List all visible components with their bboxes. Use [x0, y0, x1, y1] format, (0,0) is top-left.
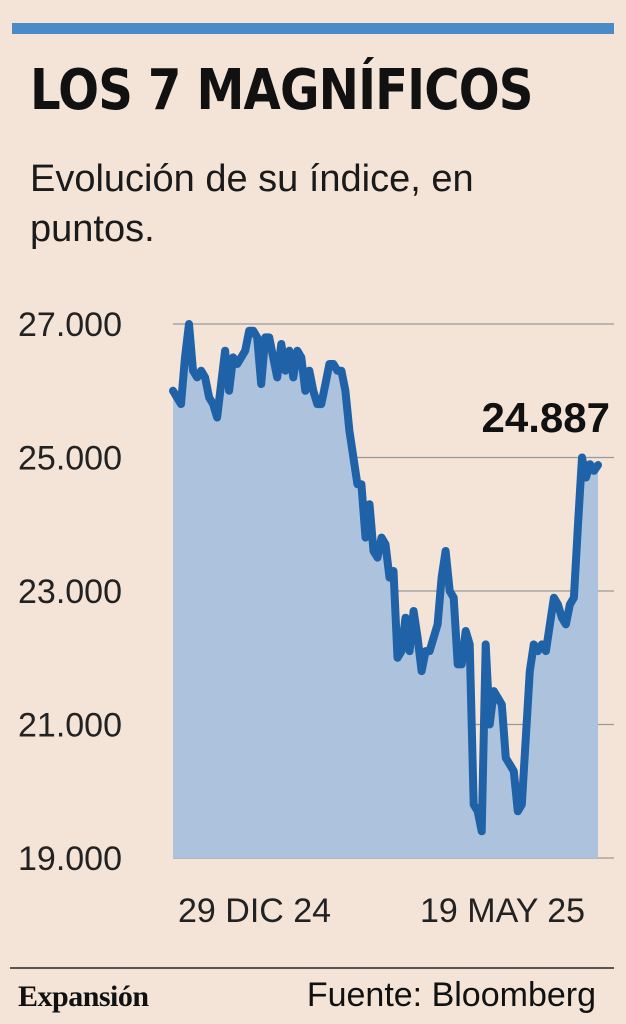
chart-area: 27.000 25.000 23.000 21.000 19.000 29 DIC 24… [18, 306, 614, 930]
chart-subtitle: Evolución de su índice, en puntos. [30, 158, 474, 250]
last-value-label: 24.887 [482, 394, 610, 441]
x-tick-label: 19 MAY 25 [420, 892, 585, 930]
series-line [169, 320, 602, 836]
x-tick-labels: 29 DIC 24 19 MAY 25 [178, 892, 585, 930]
y-tick-label: 19.000 [18, 840, 122, 878]
chart-title: LOS 7 MAGNÍFICOS [30, 58, 533, 123]
y-tick-label: 25.000 [18, 440, 122, 478]
footer-divider [10, 967, 614, 969]
y-tick-label: 27.000 [18, 306, 122, 344]
data-labels: 24.887 [482, 394, 610, 441]
source-note: Fuente: Bloomberg [306, 976, 596, 1014]
y-tick-label: 23.000 [18, 573, 122, 611]
series-lines [169, 320, 602, 836]
publisher-logo: Expansión [18, 980, 149, 1013]
x-tick-label: 29 DIC 24 [178, 892, 331, 930]
y-tick-label: 21.000 [18, 707, 122, 745]
accent-bar [12, 23, 614, 34]
y-tick-labels: 27.000 25.000 23.000 21.000 19.000 [18, 306, 122, 878]
